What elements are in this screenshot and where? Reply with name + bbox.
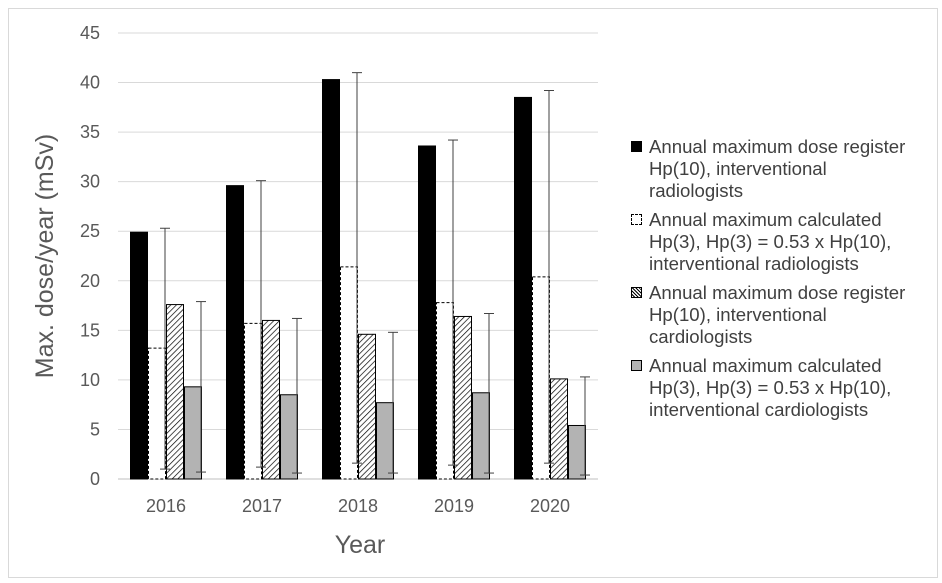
legend-label-line: Annual maximum calculated bbox=[649, 209, 882, 230]
bar-dashed-white-2018 bbox=[340, 266, 358, 480]
bar-hatched-2018 bbox=[358, 333, 376, 480]
bar-dashed-white-2020 bbox=[532, 276, 550, 480]
bar-solid-black-2018 bbox=[322, 79, 340, 480]
x-axis-title: Year bbox=[335, 531, 386, 559]
bar-hatched-2019 bbox=[454, 315, 472, 480]
legend-swatch bbox=[631, 360, 642, 371]
x-tick-label-2017: 2017 bbox=[242, 496, 282, 516]
y-tick-label: 45 bbox=[80, 23, 100, 43]
bar-solid-gray-2017 bbox=[280, 394, 298, 480]
legend-label-line: Annual maximum dose register bbox=[649, 282, 906, 303]
chart-frame bbox=[8, 8, 938, 578]
y-tick-label: 40 bbox=[80, 73, 100, 93]
legend-label-line: Hp(10), interventional bbox=[649, 158, 827, 179]
y-tick-label: 20 bbox=[80, 271, 100, 291]
x-tick-labels: 2016 2017 2018 2019 2020 bbox=[146, 496, 570, 516]
y-tick-label: 15 bbox=[80, 320, 100, 340]
y-tick-label: 25 bbox=[80, 221, 100, 241]
legend-label-line: cardiologists bbox=[649, 326, 753, 347]
y-tick-label: 0 bbox=[90, 469, 100, 489]
y-tick-label: 10 bbox=[80, 370, 100, 390]
bar-solid-black-2020 bbox=[514, 96, 532, 480]
bar-solid-gray-2016 bbox=[184, 386, 202, 480]
legend-label-line: interventional cardiologists bbox=[649, 399, 869, 420]
bar-dashed-white-2019 bbox=[436, 302, 454, 480]
bar-hatched-2016 bbox=[166, 304, 184, 480]
bar-solid-black-2017 bbox=[226, 185, 244, 480]
error-bars bbox=[160, 72, 590, 476]
y-tick-label: 5 bbox=[90, 419, 100, 439]
legend-swatch bbox=[631, 214, 642, 225]
legend-item-3: Annual maximum calculated Hp(3), Hp(3) = … bbox=[630, 355, 938, 421]
bar-solid-black-2019 bbox=[418, 145, 436, 480]
x-tick-label-2018: 2018 bbox=[338, 496, 378, 516]
legend-item-1: Annual maximum calculated Hp(3), Hp(3) = … bbox=[630, 209, 938, 275]
x-tick-label-2019: 2019 bbox=[434, 496, 474, 516]
bar-solid-gray-2020 bbox=[568, 424, 586, 480]
bar-dashed-white-2017 bbox=[244, 322, 262, 480]
y-tick-label: 30 bbox=[80, 172, 100, 192]
legend-label-line: interventional radiologists bbox=[649, 253, 859, 274]
legend-label-line: radiologists bbox=[649, 180, 744, 201]
legend-swatch bbox=[631, 141, 642, 152]
bars bbox=[130, 79, 586, 480]
x-tick-label-2020: 2020 bbox=[530, 496, 570, 516]
legend: Annual maximum dose register Hp(10), inte… bbox=[630, 136, 938, 428]
bar-dashed-white-2016 bbox=[148, 347, 166, 480]
y-tick-labels: 0 5 10 15 20 25 30 35 40 45 bbox=[80, 23, 100, 489]
bar-solid-black-2016 bbox=[130, 231, 148, 480]
legend-label-line: Annual maximum calculated bbox=[649, 355, 882, 376]
legend-label-line: Annual maximum dose register bbox=[649, 136, 906, 157]
bar-hatched-2020 bbox=[550, 378, 568, 480]
legend-label-line: Hp(10), interventional bbox=[649, 304, 827, 325]
bar-solid-gray-2019 bbox=[472, 392, 490, 480]
legend-swatch bbox=[631, 287, 642, 298]
legend-label-line: Hp(3), Hp(3) = 0.53 x Hp(10), bbox=[649, 231, 892, 252]
x-tick-label-2016: 2016 bbox=[146, 496, 186, 516]
bar-solid-gray-2018 bbox=[376, 402, 394, 480]
y-tick-label: 35 bbox=[80, 122, 100, 142]
legend-item-0: Annual maximum dose register Hp(10), inte… bbox=[630, 136, 938, 202]
bar-hatched-2017 bbox=[262, 319, 280, 480]
legend-label-line: Hp(3), Hp(3) = 0.53 x Hp(10), bbox=[649, 377, 892, 398]
legend-item-2: Annual maximum dose register Hp(10), inte… bbox=[630, 282, 938, 348]
y-axis-title: Max. dose/year (mSv) bbox=[31, 134, 59, 379]
